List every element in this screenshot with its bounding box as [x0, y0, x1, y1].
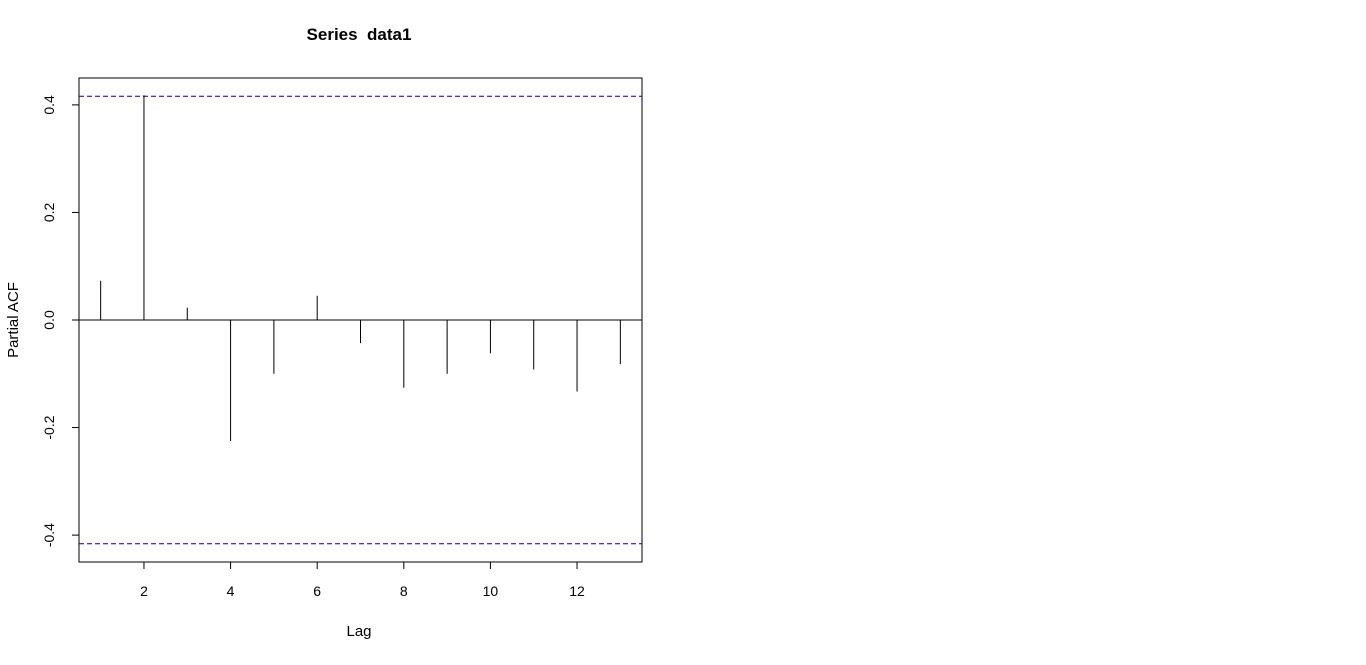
y-tick-label-4: 0.4 [41, 95, 57, 115]
y-tick-label-1: -0.2 [41, 415, 57, 439]
x-tick-label-8: 8 [400, 583, 408, 599]
y-tick-label-3: 0.2 [41, 203, 57, 223]
y-axis-label: Partial ACF [5, 282, 22, 358]
chart-marks: 2 4 6 8 10 12 -0.4 -0.2 0.0 0.2 0.4 [41, 95, 642, 599]
x-axis-label: Lag [346, 623, 371, 640]
x-tick-label-4: 4 [227, 583, 235, 599]
x-tick-label-6: 6 [313, 583, 321, 599]
y-tick-label-0: -0.4 [41, 523, 57, 547]
chart-title: Series data1 [307, 25, 412, 44]
y-tick-label-2: 0.0 [41, 310, 57, 330]
x-tick-label-12: 12 [569, 583, 585, 599]
x-tick-label-10: 10 [483, 583, 499, 599]
x-tick-label-2: 2 [140, 583, 148, 599]
